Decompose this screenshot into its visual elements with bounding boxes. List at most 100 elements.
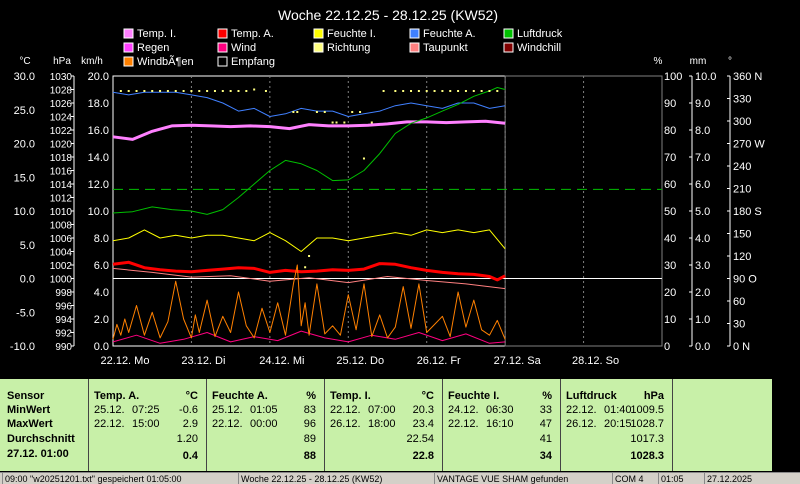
series-6 [112,267,506,290]
weather-chart: Woche 22.12.25 - 28.12.25 (KW52) Temp. I… [10,7,765,367]
stats-value-2-3: 88 [303,450,316,462]
x-tick-6: 28.12. So [572,355,619,367]
direction-point-39 [441,90,444,92]
tick-wind-3: 14.0 [88,152,109,164]
tick-wind-8: 4.0 [94,287,109,299]
tick-wind-0: 20.0 [88,71,109,83]
stats-title-5: Luftdruck [566,390,617,402]
tick-direction-7: 150 [733,229,751,241]
stats-row-label-0: MinWert [7,404,51,416]
direction-point-18 [264,90,267,92]
stats-row-label-2: Durchschnitt [7,433,75,445]
stats-time-3-1: 18:00 [368,418,396,430]
tick-wind-10: 0.0 [94,341,109,353]
direction-point-17 [253,88,256,91]
stats-value-3-3: 22.8 [412,450,434,462]
tick-direction-4: 240 [733,161,751,173]
direction-point-12 [213,90,216,92]
tick-rain-0: 10.0 [695,71,716,83]
x-tick-1: 23.12. Di [181,355,225,367]
tick-rain-5: 5.0 [695,206,710,218]
tick-temp-8: -10.0 [10,341,35,353]
tick-direction-3: 270 W [733,139,765,151]
stats-time-3-0: 07:00 [368,404,396,416]
tick-rain-6: 4.0 [695,233,710,245]
stats-date-1-1: 22.12. [94,418,125,430]
legend-label-11: Empfang [231,56,275,68]
direction-point-14 [229,90,232,92]
tick-humidity-10: 0 [664,341,670,353]
x-tick-3: 25.12. Do [336,355,384,367]
legend-label-5: Regen [137,42,169,54]
legend-label-7: Richtung [327,42,370,54]
direction-point-1 [127,90,130,92]
tick-temp-2: 20.0 [14,139,35,151]
status-bar: 09:00 "w20251201.txt" gespeichert 01:05:… [0,472,800,484]
tick-direction-0: 360 N [733,71,762,83]
stats-time-5-1: 20:15 [604,418,632,430]
tick-humidity-3: 70 [664,152,676,164]
legend-label-8: Taupunkt [423,42,468,54]
tick-wind-5: 10.0 [88,206,109,218]
stats-date-2-0: 25.12. [212,404,243,416]
direction-point-29 [359,111,362,113]
direction-point-24 [323,111,326,113]
legend-swatch-10 [123,56,134,67]
series-4 [112,87,506,215]
stats-value-1-3: 0.4 [182,450,198,462]
stats-block-3: Temp. I. °C 22.12. 07:00 20.3 26.12. 18:00 23.4… [324,379,443,471]
stats-value-5-1: 1028.7 [630,418,664,430]
direction-point-13 [221,90,224,92]
direction-point-22 [308,255,311,257]
tick-pressure-9: 1012 [50,194,73,205]
direction-point-36 [417,90,420,92]
stats-value-3-2: 22.54 [406,433,434,445]
legend-swatch-0 [123,28,134,39]
tick-temp-0: 30.0 [14,71,35,83]
stats-value-4-0: 33 [539,404,552,416]
plot-frame [112,75,663,347]
direction-point-6 [166,90,169,92]
stats-unit-2: % [306,390,316,402]
direction-point-3 [143,90,146,92]
unit-temp: °C [19,56,30,67]
tick-wind-9: 2.0 [94,314,109,326]
legend-label-0: Temp. I. [137,28,176,40]
stats-time-5-0: 01:40 [604,404,632,416]
stats-date-1-0: 25.12. [94,404,125,416]
stats-time-2-1: 00:00 [250,418,278,430]
stats-date-3-1: 26.12. [330,418,361,430]
direction-point-8 [182,90,185,92]
tick-direction-1: 330 [733,94,751,106]
stats-value-1-2: 1.20 [176,433,198,445]
tick-pressure-19: 992 [55,329,72,340]
tick-humidity-1: 90 [664,98,676,110]
direction-point-9 [190,90,193,92]
stats-row-label-1: MaxWert [7,418,53,430]
series-5 [112,330,506,344]
stats-value-4-3: 34 [539,450,552,462]
direction-point-19 [292,111,295,113]
tick-pressure-2: 1026 [50,99,73,110]
plot-area [112,75,663,347]
legend-label-3: Feuchte A. [423,28,476,40]
tick-rain-9: 1.0 [695,314,710,326]
tick-pressure-1: 1028 [50,86,73,97]
unit-direction: ° [728,56,732,67]
direction-point-33 [394,90,397,92]
tick-pressure-12: 1006 [50,234,73,245]
direction-point-5 [159,90,162,92]
status-port: COM 4 [612,473,657,484]
stats-sensor-title: Sensor [7,390,45,402]
tick-wind-1: 18.0 [88,98,109,110]
chart-title: Woche 22.12.25 - 28.12.25 (KW52) [278,7,498,23]
stats-value-5-0: 1009.5 [630,404,664,416]
series-1 [112,260,506,282]
tick-humidity-7: 30 [664,260,676,272]
direction-point-38 [433,90,436,92]
x-tick-0: 22.12. Mo [101,355,150,367]
legend-swatch-11 [217,56,228,67]
tick-pressure-17: 996 [55,302,72,313]
direction-point-21 [304,266,307,269]
stats-title-2: Feuchte A. [212,390,268,402]
